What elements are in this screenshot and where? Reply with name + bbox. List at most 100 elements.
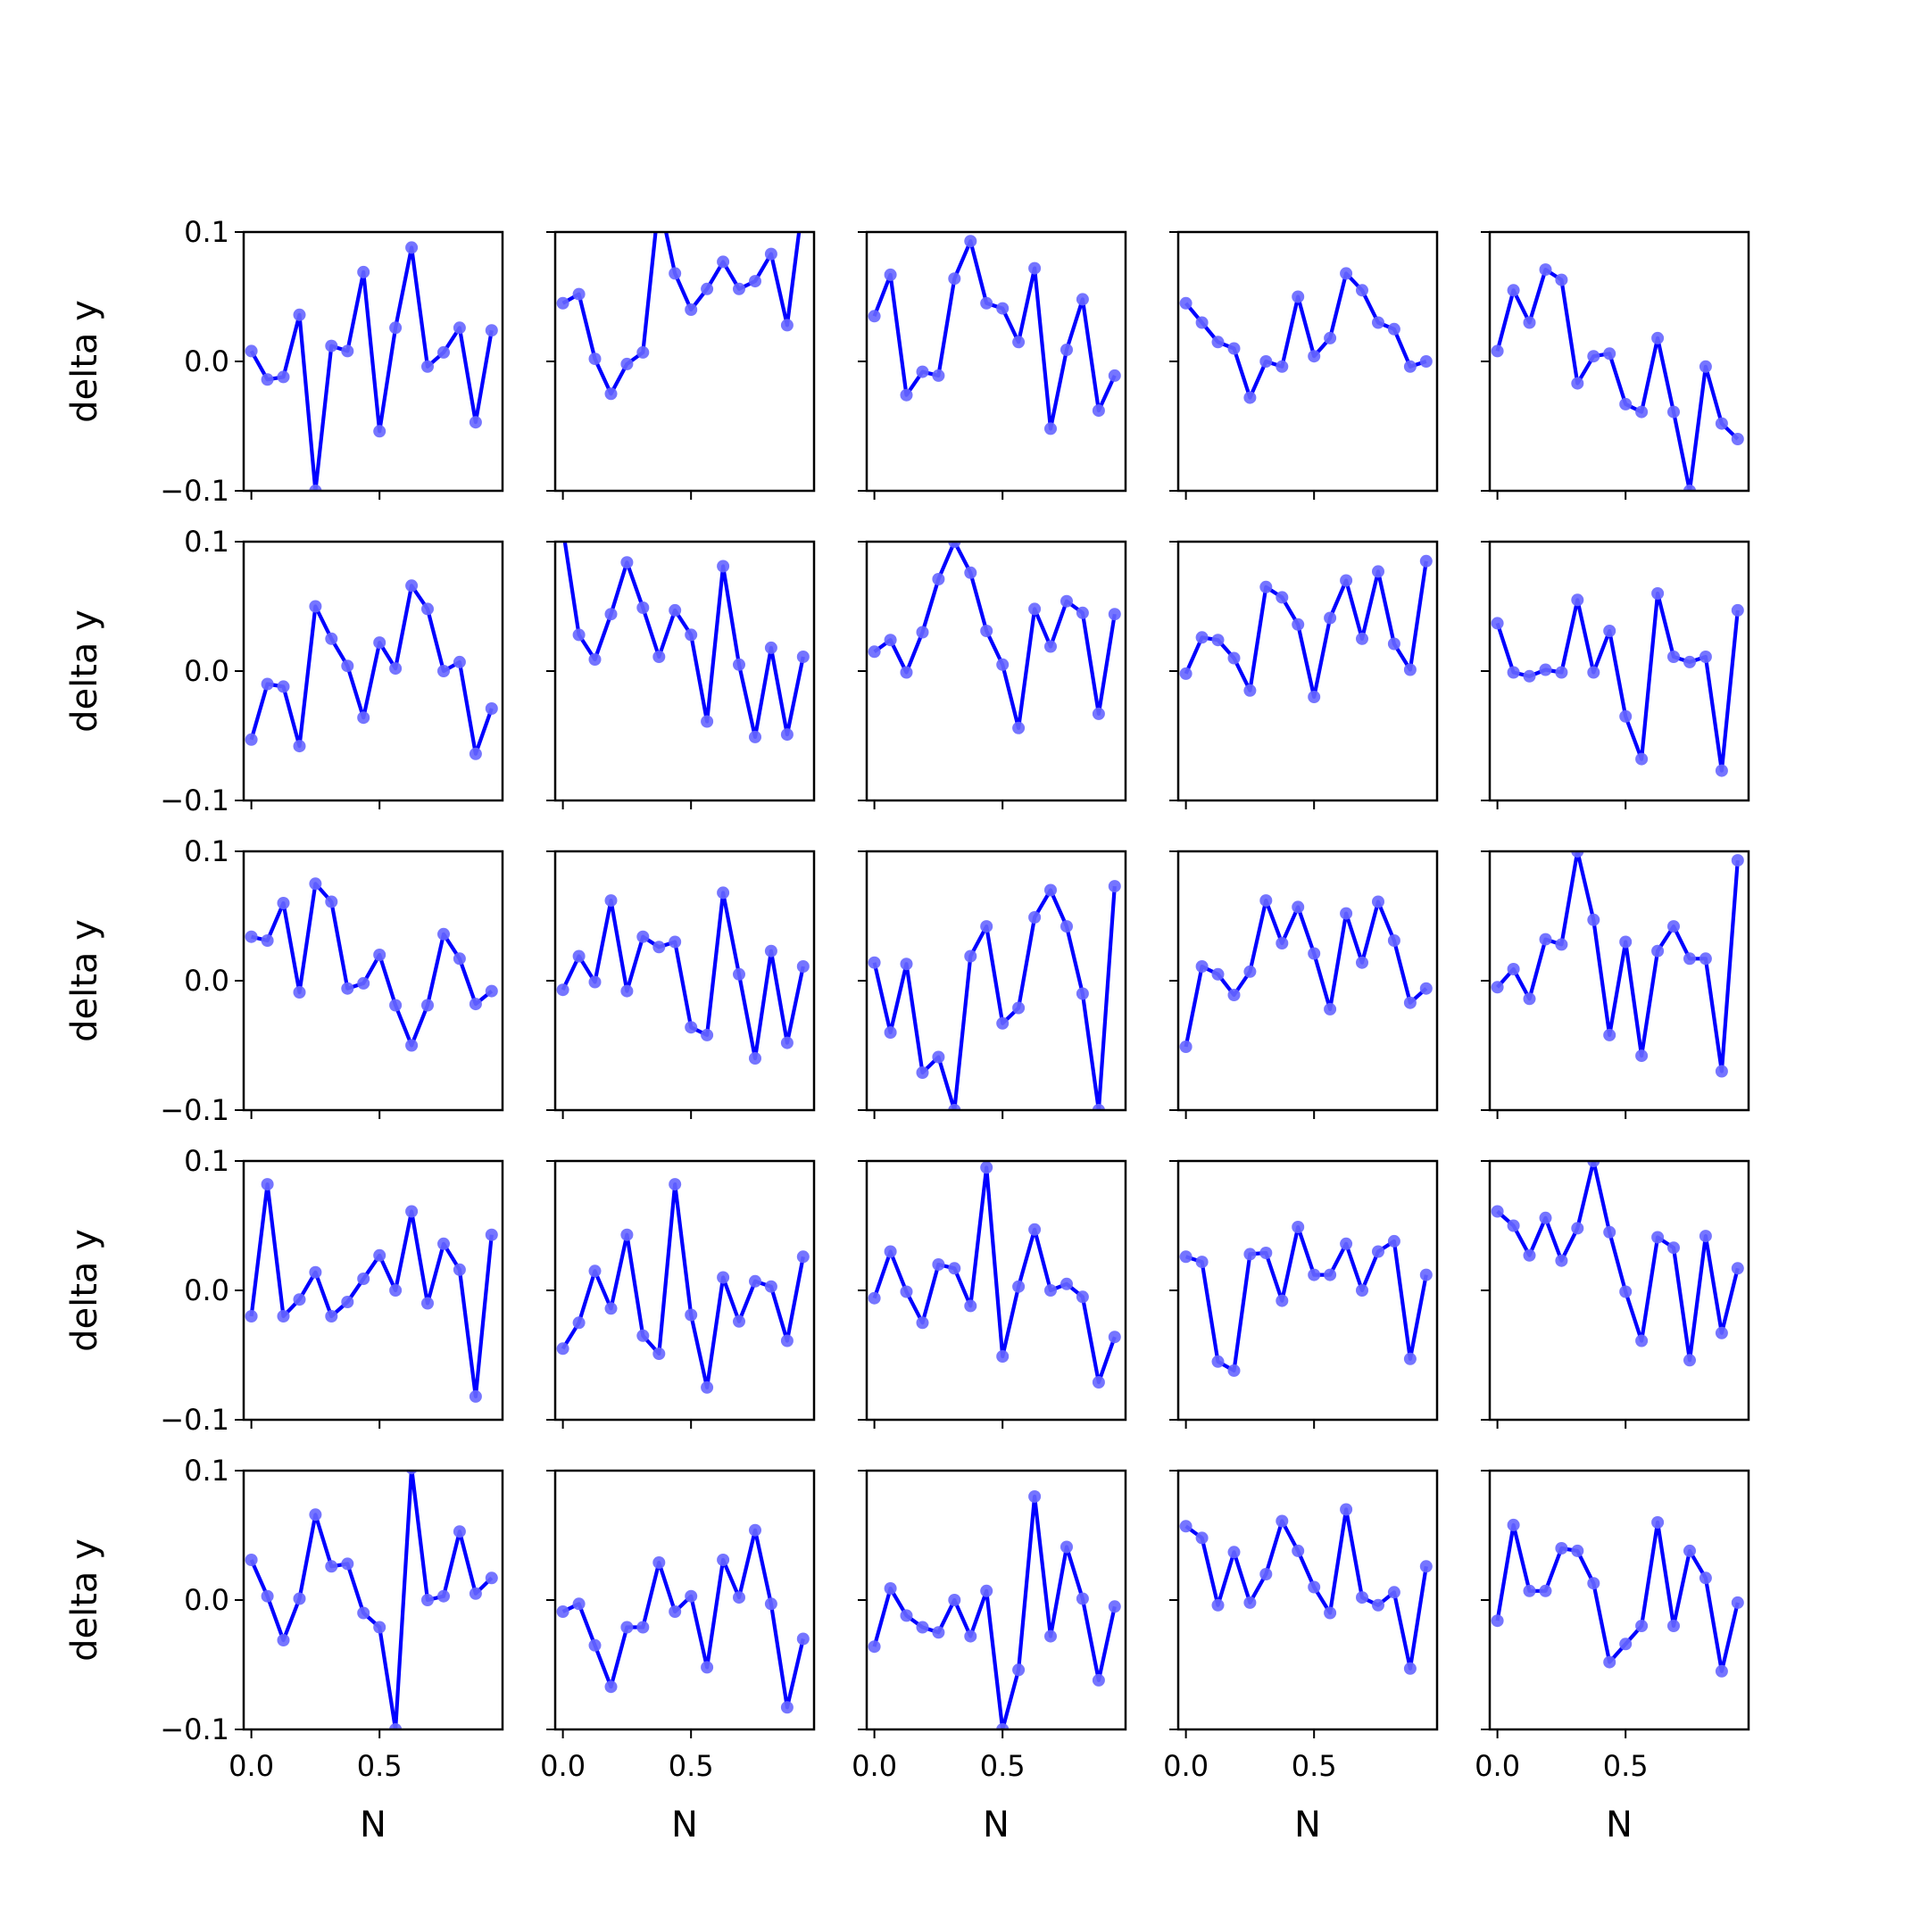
- data-point: [932, 369, 945, 382]
- data-point: [469, 1389, 482, 1403]
- data-point: [293, 1293, 306, 1306]
- data-point: [1356, 956, 1368, 969]
- data-point: [277, 680, 290, 693]
- data-point: [620, 984, 634, 998]
- data-point: [868, 1291, 881, 1305]
- data-point: [620, 1621, 634, 1634]
- data-point: [1012, 721, 1026, 734]
- data-point: [1340, 1237, 1353, 1250]
- data-point: [245, 930, 258, 943]
- data-point: [620, 1228, 634, 1241]
- subplot-r3-c4: [1169, 850, 1439, 1119]
- data-point: [964, 235, 977, 248]
- data-point: [1699, 952, 1712, 966]
- data-point: [389, 1284, 403, 1297]
- data-point: [1651, 331, 1665, 344]
- series: [556, 232, 802, 401]
- data-point: [1108, 369, 1121, 382]
- data-point: [636, 601, 650, 614]
- series-line: [1184, 898, 1428, 1048]
- data-point: [1523, 1584, 1536, 1597]
- y-tick-label: 0.0: [184, 1583, 229, 1617]
- data-point: [1324, 611, 1337, 625]
- data-point: [884, 1026, 897, 1039]
- data-point: [437, 927, 450, 941]
- data-point: [309, 1508, 322, 1522]
- data-point: [421, 602, 434, 616]
- series: [868, 1161, 1121, 1389]
- data-point: [1012, 1280, 1026, 1293]
- subplot-r1-c4: [1169, 230, 1439, 500]
- data-point: [1507, 284, 1520, 297]
- subplot-r2-c3: [858, 540, 1127, 809]
- data-point: [261, 677, 274, 691]
- subplot-r2-c5: [1481, 540, 1750, 809]
- series-line: [1496, 1161, 1740, 1363]
- data-point: [868, 1640, 881, 1654]
- y-axis-label: delta y: [64, 609, 105, 733]
- series: [868, 235, 1121, 435]
- data-point: [261, 934, 274, 947]
- data-point: [1195, 631, 1209, 644]
- subplot-r1-c2: [546, 230, 816, 500]
- data-point: [733, 967, 745, 981]
- data-point: [1028, 1223, 1042, 1236]
- x-tick-label: 0.5: [1292, 1749, 1337, 1783]
- series: [245, 241, 498, 491]
- data-point: [1667, 405, 1680, 419]
- data-point: [764, 641, 777, 654]
- data-point: [1603, 1225, 1616, 1239]
- data-point: [652, 651, 666, 663]
- data-point: [1179, 1520, 1193, 1533]
- data-point: [325, 632, 338, 645]
- data-point: [1523, 669, 1536, 683]
- data-point: [1683, 655, 1696, 668]
- series-line: [872, 885, 1117, 1110]
- data-point: [1292, 1544, 1305, 1557]
- data-point: [245, 344, 258, 358]
- data-point: [373, 949, 386, 961]
- data-point: [1667, 651, 1680, 663]
- x-axis-label: N: [671, 1804, 698, 1845]
- data-point: [277, 1310, 290, 1323]
- data-point: [1715, 1326, 1728, 1339]
- series: [245, 1471, 498, 1729]
- data-point: [1507, 666, 1520, 679]
- data-point: [1635, 752, 1649, 766]
- series-line: [1495, 268, 1740, 491]
- data-point: [1635, 1049, 1649, 1063]
- data-point: [669, 267, 682, 280]
- data-point: [453, 1525, 466, 1538]
- data-point: [1507, 1219, 1520, 1232]
- data-point: [572, 1597, 586, 1611]
- series-line: [872, 1165, 1117, 1385]
- data-point: [325, 1560, 338, 1573]
- data-point: [1308, 947, 1321, 960]
- data-point: [1108, 1600, 1121, 1613]
- data-point: [996, 658, 1010, 671]
- data-point: [749, 275, 761, 288]
- data-point: [556, 296, 569, 310]
- data-point: [1012, 336, 1026, 349]
- data-point: [1179, 296, 1193, 310]
- data-point: [437, 665, 450, 677]
- data-point: [1243, 965, 1257, 978]
- series-line: [1184, 271, 1427, 400]
- data-point: [293, 1592, 306, 1605]
- data-point: [1731, 603, 1744, 617]
- data-point: [1667, 1620, 1680, 1632]
- series: [556, 1523, 810, 1714]
- data-point: [980, 920, 993, 933]
- data-point: [1403, 996, 1417, 1009]
- series: [245, 877, 498, 1052]
- data-point: [1356, 1284, 1368, 1297]
- data-point: [373, 1248, 386, 1262]
- data-point: [1044, 640, 1057, 653]
- data-point: [277, 1634, 290, 1646]
- data-point: [1276, 591, 1289, 604]
- data-point: [1227, 1364, 1241, 1377]
- data-point: [604, 1680, 618, 1694]
- data-point: [932, 1626, 945, 1639]
- data-point: [948, 542, 961, 548]
- data-point: [964, 1629, 977, 1643]
